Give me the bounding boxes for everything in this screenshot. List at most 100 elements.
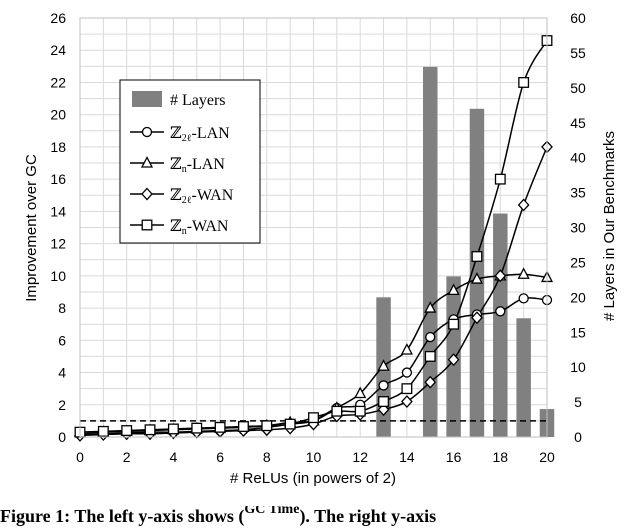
point-diamond — [471, 311, 483, 325]
legend-label-circle: ℤ2ℓ-LAN — [170, 125, 230, 144]
point-diamond — [494, 269, 507, 283]
x-tick-label: 12 — [352, 449, 368, 465]
x-tick-label: 20 — [539, 449, 555, 465]
point-diamond — [401, 395, 413, 409]
x-tick-label: 4 — [170, 449, 178, 465]
y2-tick-label: 5 — [574, 394, 582, 410]
y2-tick-label: 0 — [574, 429, 582, 445]
point-triangle — [470, 272, 484, 284]
point-triangle — [517, 267, 530, 279]
point-triangle — [447, 283, 460, 296]
figure-caption: Figure 1: The left y-axis shows (GC Time… — [0, 506, 640, 530]
point-square — [518, 77, 530, 88]
x-tick-label: 14 — [399, 449, 415, 465]
point-triangle — [400, 343, 413, 355]
bar — [516, 318, 531, 437]
y2-tick-label: 50 — [570, 80, 586, 96]
point-square — [167, 423, 179, 435]
x-tick-label: 16 — [446, 449, 462, 465]
y-axis-title: Improvement over GC — [23, 154, 40, 302]
bar — [423, 66, 438, 437]
point-square — [354, 405, 366, 417]
caption-suffix: ). The right y-axis — [299, 506, 437, 526]
y-tick-label: 16 — [50, 171, 66, 187]
y2-tick-label: 60 — [570, 10, 586, 26]
caption-fraction-top: GC Time — [244, 506, 300, 517]
y-tick-label: 12 — [50, 236, 66, 252]
x-tick-label: 8 — [263, 449, 271, 465]
point-square — [308, 412, 319, 424]
y2-tick-label: 20 — [570, 289, 586, 305]
legend-swatch-bars — [132, 91, 162, 107]
legend: # Layers ℤ2ℓ-LAN ℤn-LAN ℤ2ℓ-WAN ℤn-WAN — [119, 79, 261, 244]
y2-tick-label: 45 — [570, 115, 586, 131]
y-tick-label: 14 — [50, 203, 66, 219]
point-square — [471, 251, 483, 262]
point-square — [191, 422, 203, 434]
point-diamond — [517, 198, 530, 212]
point-square — [121, 425, 133, 437]
caption-prefix: Figure 1: The left y-axis shows ( — [0, 506, 245, 526]
legend-label-triangle: ℤn-LAN — [170, 156, 225, 175]
legend-marker-circle — [141, 126, 153, 138]
point-triangle — [354, 386, 367, 399]
point-square — [214, 421, 226, 433]
point-circle — [401, 367, 413, 378]
y2-tick-label: 30 — [570, 220, 586, 236]
point-triangle — [377, 359, 390, 371]
y2-axis-title: # Layers in Our Benchmarks — [601, 131, 618, 321]
y-tick-label: 2 — [58, 397, 66, 413]
y2-tick-label: 40 — [570, 150, 586, 166]
plot-frame — [79, 17, 548, 438]
point-square — [401, 383, 413, 395]
point-square — [237, 421, 249, 432]
x-tick-label: 6 — [216, 449, 224, 465]
point-diamond — [447, 353, 460, 367]
point-square — [378, 396, 390, 407]
y-tick-label: 10 — [50, 268, 66, 284]
x-tick-label: 18 — [493, 449, 509, 465]
y-tick-label: 26 — [50, 10, 66, 26]
point-square — [424, 350, 436, 362]
x-axis-title: # ReLUs (in powers of 2) — [230, 470, 396, 487]
legend-marker-triangle — [140, 156, 154, 168]
y-tick-label: 8 — [58, 300, 66, 316]
bars — [376, 66, 555, 438]
legend-label-square: ℤn-WAN — [170, 218, 229, 237]
point-circle — [378, 380, 389, 391]
y-tick-label: 6 — [58, 332, 66, 348]
point-circle — [518, 293, 529, 304]
point-square — [331, 405, 343, 417]
point-square — [448, 318, 460, 330]
y-tick-label: 18 — [50, 139, 66, 155]
y-tick-label: 24 — [50, 42, 66, 58]
bar — [493, 213, 508, 437]
y-tick-label: 22 — [50, 74, 66, 90]
point-square — [494, 173, 506, 185]
point-square — [97, 425, 109, 437]
legend-label-diamond: ℤ2ℓ-WAN — [170, 187, 234, 206]
legend-entries: ℤ2ℓ-LAN ℤn-LAN ℤ2ℓ-WAN ℤn-WAN — [130, 125, 234, 237]
y2-tick-label: 35 — [570, 185, 586, 201]
point-square — [284, 418, 296, 430]
legend-marker-diamond — [141, 187, 153, 201]
x-tick-label: 0 — [76, 449, 84, 465]
y2-tick-label: 25 — [570, 254, 586, 270]
y-tick-label: 0 — [58, 429, 66, 445]
y-tick-label: 4 — [58, 365, 66, 381]
point-triangle — [424, 301, 437, 313]
legend-label-bars: # Layers — [170, 92, 226, 109]
y2-tick-label: 55 — [570, 45, 586, 61]
y2-tick-labels: 0 5 10 15 20 25 30 35 40 45 50 55 60 — [570, 10, 586, 445]
point-square — [261, 420, 273, 432]
x-tick-label: 2 — [123, 449, 131, 465]
x-tick-label: 10 — [306, 449, 322, 465]
y2-tick-label: 15 — [570, 324, 586, 340]
legend-marker-square — [141, 219, 153, 231]
chart: 0 2 4 6 8 10 12 14 16 18 20 0246810121416182022242… — [23, 10, 618, 487]
point-circle — [495, 306, 506, 317]
x-tick-labels: 0 2 4 6 8 10 12 14 16 18 20 — [76, 449, 555, 465]
y-tick-label: 20 — [50, 107, 66, 123]
legend-box — [119, 79, 261, 244]
